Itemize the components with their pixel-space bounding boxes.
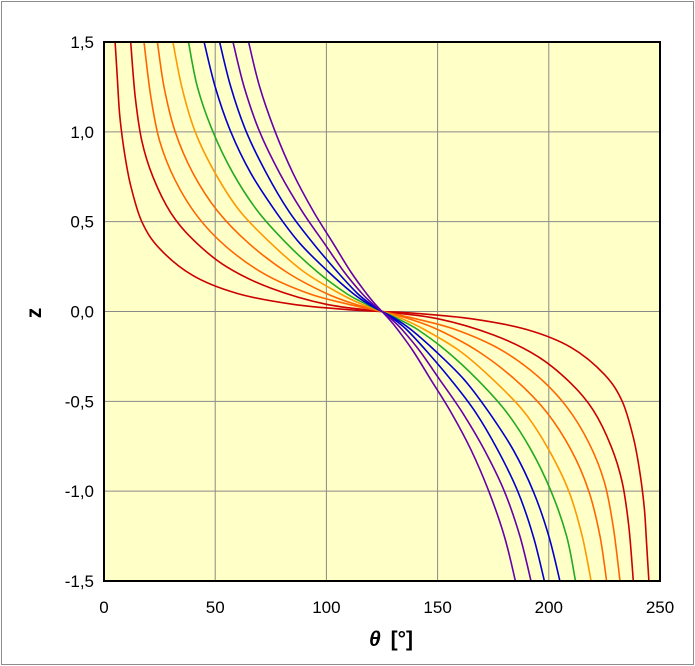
series-group <box>114 41 650 582</box>
y-axis-label: z <box>23 308 46 319</box>
y-tick-label: 0,5 <box>70 213 94 232</box>
y-tick-label: 0,0 <box>70 303 94 322</box>
plot-border <box>103 41 661 582</box>
x-tick-labels: 0 50 100 150 200 250 <box>99 598 674 617</box>
y-tick-label: 1,0 <box>70 123 94 142</box>
y-tick-label: 1,5 <box>70 33 94 52</box>
y-tick-labels: 1,5 1,0 0,5 0,0 -0,5 -1,0 -1,5 <box>65 33 94 591</box>
x-tick-label: 0 <box>99 598 108 617</box>
x-axis-symbol: θ <box>369 628 381 651</box>
y-tick-label: -0,5 <box>65 392 94 411</box>
x-tick-label: 250 <box>646 598 674 617</box>
x-tick-label: 200 <box>535 598 563 617</box>
x-tick-label: 150 <box>423 598 451 617</box>
x-tick-label: 100 <box>312 598 340 617</box>
x-axis-unit: [°] <box>391 628 413 651</box>
y-tick-label: -1,0 <box>65 482 94 501</box>
y-tick-label: -1,5 <box>65 572 94 591</box>
x-tick-label: 50 <box>206 598 225 617</box>
series-line-10 <box>247 41 517 582</box>
x-axis-label: θ [°] <box>369 628 413 651</box>
